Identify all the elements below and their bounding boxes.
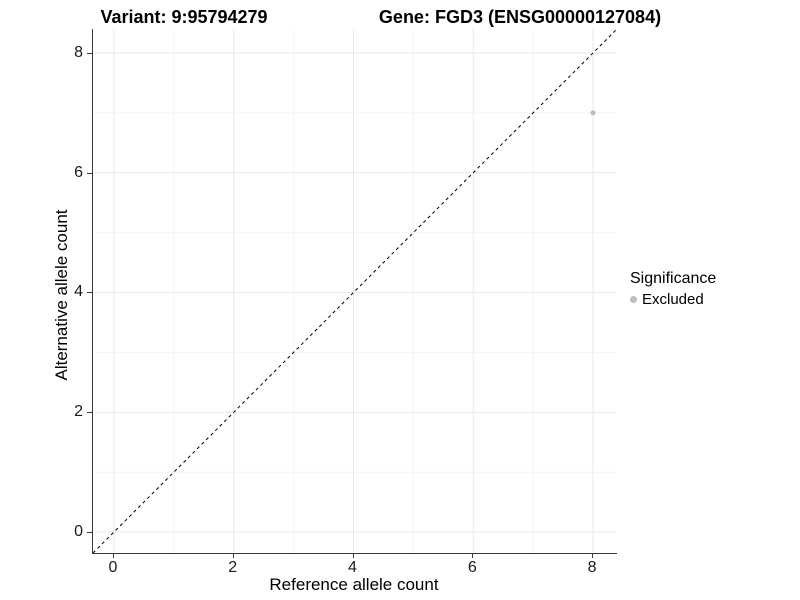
plot-title-variant: Variant: 9:95794279 <box>100 7 268 27</box>
y-tick-label: 4 <box>74 283 83 301</box>
plot-area-svg <box>93 29 617 553</box>
x-tick-mark <box>112 553 114 558</box>
legend-item-excluded: Excluded <box>630 291 716 308</box>
y-tick-label: 0 <box>74 523 83 541</box>
y-tick-label: 2 <box>74 403 83 421</box>
y-tick-label: 6 <box>74 163 83 181</box>
y-tick-mark <box>87 172 92 174</box>
y-tick-mark <box>87 532 92 534</box>
x-tick-mark <box>232 553 234 558</box>
x-tick-label: 6 <box>467 559 477 576</box>
x-tick-mark <box>352 553 354 558</box>
legend-title: Significance <box>630 270 717 287</box>
legend: Significance Excluded <box>630 270 716 308</box>
plot-panel <box>92 29 617 554</box>
x-tick-label: 0 <box>108 559 118 576</box>
legend-item-label: Excluded <box>642 291 704 308</box>
y-tick-mark <box>87 52 92 54</box>
x-tick-mark <box>592 553 594 558</box>
x-axis-title: Reference allele count <box>269 575 439 594</box>
x-tick-label: 4 <box>348 559 357 576</box>
y-tick-mark <box>87 292 92 294</box>
y-tick-label: 8 <box>74 43 83 61</box>
plot-title-gene: Gene: FGD3 (ENSG00000127084) <box>378 7 662 27</box>
legend-point-swatch-icon <box>630 296 637 303</box>
y-axis-title: Alternative allele count <box>52 209 71 381</box>
x-tick-label: 8 <box>587 559 597 576</box>
data-point <box>590 110 596 116</box>
x-tick-mark <box>472 553 474 558</box>
identity-line <box>93 29 617 553</box>
y-tick-mark <box>87 412 92 414</box>
x-tick-label: 2 <box>228 559 238 576</box>
